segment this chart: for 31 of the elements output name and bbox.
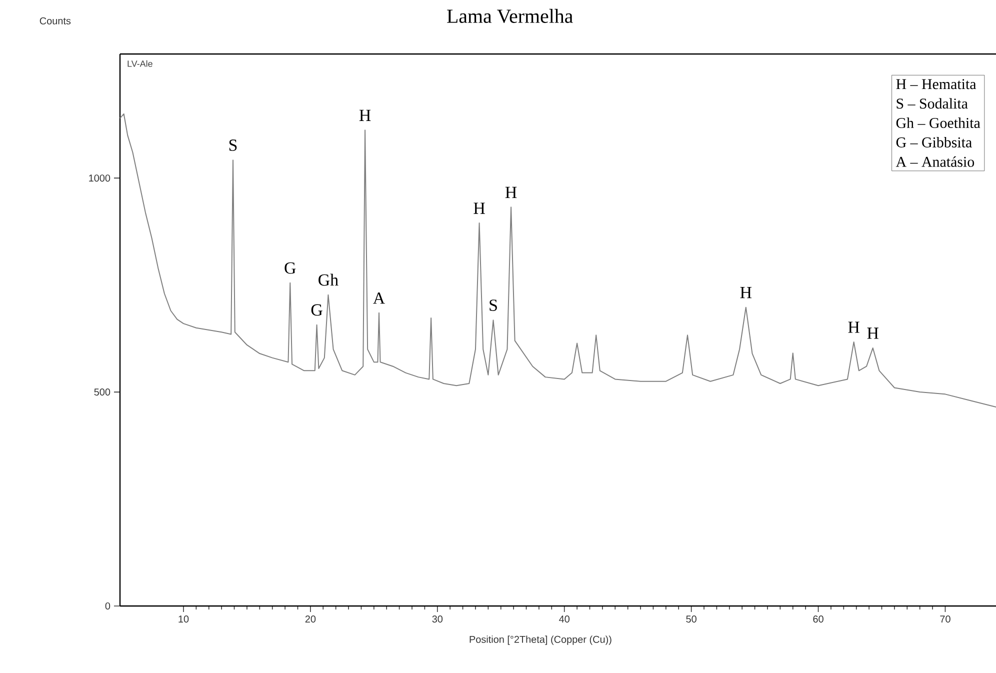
- x-tick-label: 50: [686, 616, 696, 623]
- x-tick-label: 70: [940, 616, 950, 623]
- x-tick-label: 40: [559, 616, 570, 623]
- annotation: H: [848, 322, 860, 333]
- annotation: H: [474, 202, 485, 214]
- annotation: H: [359, 110, 371, 121]
- annotation: A – Anatásio: [896, 156, 974, 167]
- chart-title: Lama Vermelha: [447, 8, 573, 24]
- x-tick-label: 60: [813, 616, 824, 623]
- annotation: Gh – Goethita: [896, 118, 980, 128]
- x-tick-label: 30: [432, 616, 443, 623]
- y-tick-label: 1000: [89, 174, 110, 182]
- annotation: LV-Ale: [128, 60, 152, 67]
- annotation: S – Sodalita: [896, 98, 968, 109]
- annotation: G: [311, 304, 322, 316]
- annotation: H: [867, 328, 878, 339]
- x-axis-title: Position [°2Theta] (Copper (Cu)): [470, 636, 612, 645]
- y-tick-label: 0: [105, 602, 110, 610]
- annotation: H: [505, 186, 517, 198]
- x-tick-label: 20: [305, 616, 316, 623]
- annotation: A: [373, 292, 385, 304]
- annotation: H: [740, 287, 752, 298]
- x-tick-label: 10: [178, 616, 189, 623]
- annotation: H – Hematita: [896, 79, 976, 90]
- annotation: G – Gibbsita: [896, 136, 972, 148]
- y-axis-title: Counts: [40, 17, 71, 24]
- annotation: Gh: [318, 274, 338, 286]
- y-tick-label: 500: [94, 388, 110, 396]
- annotation: S: [229, 140, 237, 151]
- annotation: S: [490, 300, 497, 311]
- annotation: G: [284, 262, 296, 274]
